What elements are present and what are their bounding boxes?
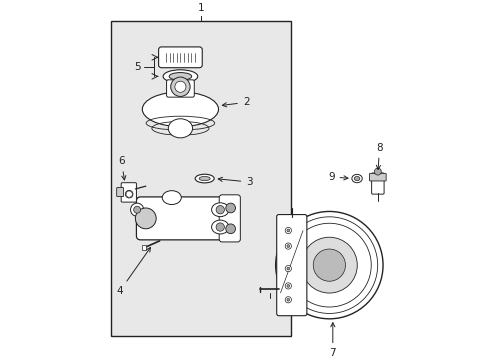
Circle shape	[216, 223, 224, 231]
Circle shape	[286, 267, 289, 270]
Ellipse shape	[351, 174, 362, 183]
Ellipse shape	[168, 119, 192, 138]
Circle shape	[374, 168, 381, 175]
FancyBboxPatch shape	[371, 173, 383, 194]
Circle shape	[285, 283, 291, 289]
Ellipse shape	[125, 190, 133, 198]
Bar	[142, 246, 146, 250]
Text: 2: 2	[222, 97, 249, 107]
Circle shape	[301, 237, 357, 293]
Circle shape	[285, 265, 291, 272]
FancyBboxPatch shape	[136, 197, 227, 240]
Circle shape	[170, 77, 190, 96]
Circle shape	[285, 228, 291, 234]
Circle shape	[313, 249, 345, 281]
Ellipse shape	[199, 176, 210, 181]
Circle shape	[216, 206, 224, 214]
FancyBboxPatch shape	[158, 47, 202, 68]
Ellipse shape	[195, 174, 214, 183]
Circle shape	[285, 297, 291, 303]
FancyBboxPatch shape	[166, 80, 194, 97]
Ellipse shape	[130, 203, 143, 216]
FancyBboxPatch shape	[276, 215, 306, 316]
Text: 7: 7	[329, 323, 335, 358]
Circle shape	[286, 229, 289, 232]
Circle shape	[175, 81, 185, 92]
Ellipse shape	[162, 191, 181, 204]
Circle shape	[275, 211, 382, 319]
Circle shape	[286, 298, 289, 301]
Circle shape	[286, 284, 289, 287]
Ellipse shape	[142, 92, 218, 127]
Text: 1: 1	[198, 3, 204, 13]
Text: 6: 6	[118, 156, 125, 180]
FancyBboxPatch shape	[121, 183, 136, 202]
FancyBboxPatch shape	[117, 188, 123, 197]
Text: 8: 8	[375, 143, 382, 170]
Circle shape	[225, 203, 235, 213]
Circle shape	[225, 224, 235, 234]
Ellipse shape	[163, 70, 197, 83]
Text: 9: 9	[327, 172, 347, 182]
Ellipse shape	[211, 220, 228, 234]
Bar	[111, 21, 291, 336]
Ellipse shape	[354, 176, 359, 181]
Ellipse shape	[133, 206, 141, 213]
Circle shape	[126, 191, 132, 197]
FancyBboxPatch shape	[369, 174, 386, 181]
Circle shape	[286, 245, 289, 247]
Text: 5: 5	[134, 62, 141, 72]
Circle shape	[285, 243, 291, 249]
Ellipse shape	[211, 203, 228, 217]
Ellipse shape	[169, 73, 191, 80]
Circle shape	[135, 208, 156, 229]
Text: 3: 3	[218, 177, 252, 187]
FancyBboxPatch shape	[219, 195, 240, 242]
Text: 4: 4	[116, 248, 150, 296]
